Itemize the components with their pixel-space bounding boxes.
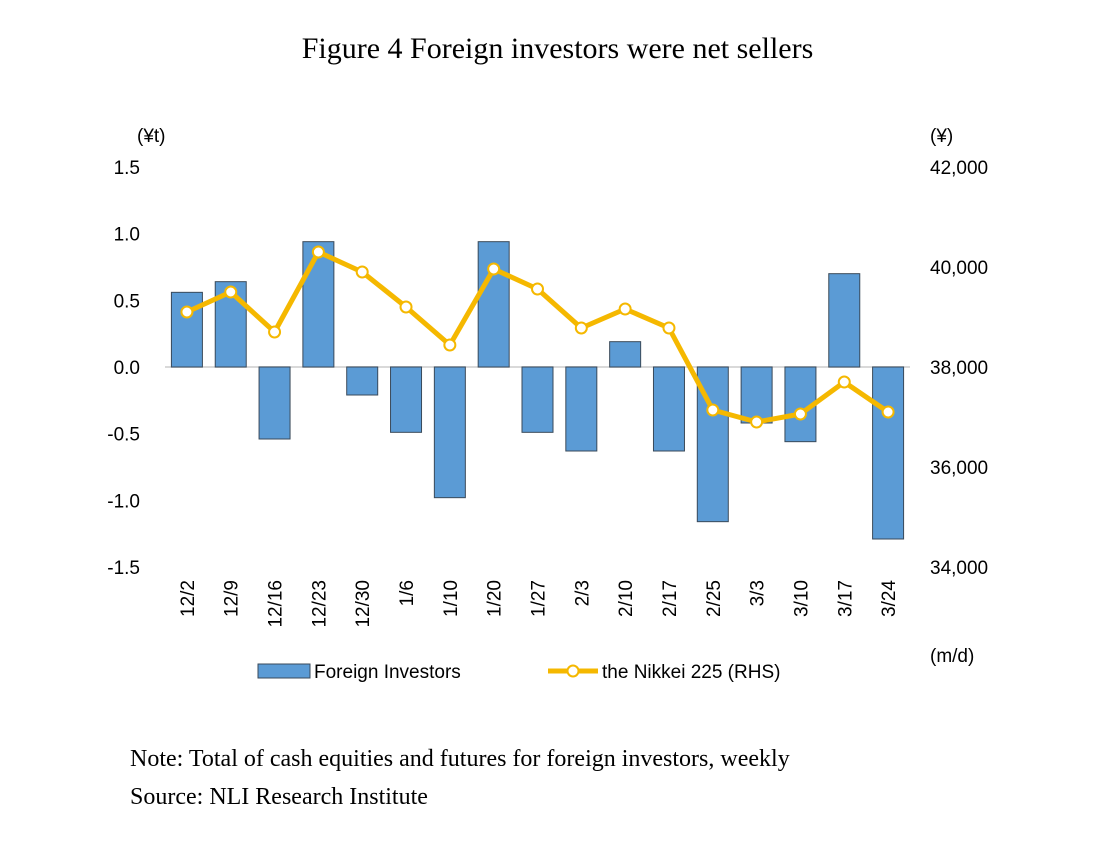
legend-line-marker: [566, 664, 580, 678]
nikkei-point-2/10: [618, 302, 632, 316]
x-tick-label: 3/10: [791, 580, 812, 617]
chart-source: Source: NLI Research Institute: [130, 784, 428, 810]
legend-bar-swatch: [257, 663, 311, 679]
chart-title: Figure 4 Foreign investors were net sell…: [301, 32, 814, 65]
y-tick-label: 0.5: [114, 291, 140, 312]
nikkei-point-1/6: [399, 300, 413, 314]
nikkei-point-2/17: [662, 321, 676, 335]
y2-tick-label: 36,000: [930, 458, 988, 479]
legend-label-nikkei: the Nikkei 225 (RHS): [602, 662, 780, 683]
legend-label-foreign-investors: Foreign Investors: [314, 662, 461, 683]
y-tick-label: -1.0: [107, 491, 140, 512]
nikkei-point-3/10: [793, 407, 807, 421]
bar-3/24: [872, 366, 905, 540]
chart-note: Note: Total of cash equities and futures…: [130, 746, 790, 772]
x-tick-label: 12/23: [309, 580, 330, 628]
x-tick-label: 2/3: [572, 580, 593, 606]
bar-12/30: [346, 366, 379, 396]
y-tick-label: 0.0: [114, 358, 140, 379]
bar-2/3: [565, 366, 598, 452]
x-tick-label: 1/27: [529, 580, 550, 617]
nikkei-point-12/9: [224, 285, 238, 299]
y-tick-label: 1.0: [114, 225, 140, 246]
bar-1/20: [477, 241, 510, 368]
y-tick-label: -1.5: [107, 558, 140, 579]
nikkei-point-1/10: [443, 338, 457, 352]
y2-tick-label: 42,000: [930, 158, 988, 179]
x-tick-label: 3/3: [748, 580, 769, 606]
bar-3/3: [740, 366, 773, 424]
bar-2/10: [609, 341, 642, 368]
y2-axis-label: (¥): [930, 126, 953, 147]
nikkei-point-12/16: [268, 325, 282, 339]
x-tick-label: 1/10: [441, 580, 462, 617]
nikkei-point-12/30: [355, 265, 369, 279]
nikkei-point-1/27: [531, 282, 544, 296]
x-tick-label: 3/24: [879, 580, 900, 617]
x-axis-label: (m/d): [930, 646, 974, 667]
bar-2/17: [652, 366, 685, 452]
nikkei-point-12/2: [180, 305, 194, 319]
x-tick-label: 1/20: [485, 580, 506, 617]
bar-1/27: [521, 366, 554, 433]
x-tick-label: 2/17: [660, 580, 681, 617]
nikkei-point-12/23: [311, 245, 325, 259]
x-tick-label: 2/10: [616, 580, 637, 617]
y2-tick-label: 38,000: [930, 358, 988, 379]
y-tick-label: 1.5: [114, 158, 140, 179]
y2-tick-label: 34,000: [930, 558, 988, 579]
x-tick-label: 3/17: [835, 580, 856, 617]
bar-3/17: [828, 273, 861, 368]
y-tick-label: -0.5: [107, 425, 140, 446]
bar-12/23: [302, 241, 335, 368]
x-tick-label: 2/25: [704, 580, 725, 617]
bar-1/10: [433, 366, 466, 499]
x-tick-label: 12/16: [266, 580, 287, 628]
nikkei-point-3/17: [837, 375, 851, 389]
x-tick-label: 1/6: [397, 580, 418, 606]
nikkei-point-1/20: [487, 262, 501, 276]
y2-tick-label: 40,000: [930, 258, 988, 279]
nikkei-point-2/3: [574, 321, 588, 335]
y-axis-label: (¥t): [137, 126, 166, 147]
nikkei-point-3/24: [881, 405, 895, 419]
nikkei-point-3/3: [750, 415, 764, 429]
bar-12/16: [258, 366, 291, 440]
x-tick-label: 12/9: [222, 580, 243, 617]
x-tick-label: 12/30: [353, 580, 374, 628]
bar-1/6: [390, 366, 423, 433]
nikkei-point-2/25: [706, 403, 720, 417]
x-tick-label: 12/2: [178, 580, 199, 617]
bar-12/2: [170, 291, 203, 368]
